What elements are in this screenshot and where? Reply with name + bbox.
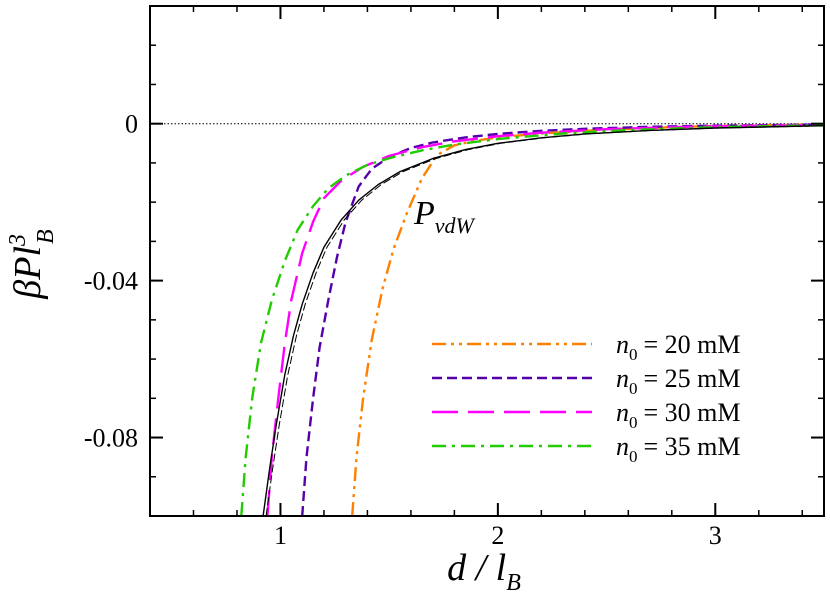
y-tick-label: 0 xyxy=(125,110,138,139)
series-line-pvdw-companion xyxy=(265,125,824,516)
x-tick-label: 2 xyxy=(491,521,504,550)
legend-label-4: n0 = 35 mM xyxy=(616,432,741,466)
y-tick-label: -0.04 xyxy=(84,267,138,296)
x-tick-label: 3 xyxy=(709,521,722,550)
tick-layer: 1 2 3 0 -0.04 -0.08 xyxy=(84,5,824,550)
series-line-4 xyxy=(240,124,824,516)
series-line-1 xyxy=(351,123,824,516)
legend-label-2: n0 = 25 mM xyxy=(616,364,741,398)
plot-frame xyxy=(149,5,825,517)
x-axis-title: d / lB xyxy=(447,547,521,596)
y-axis-title: βPl3B xyxy=(5,229,59,300)
legend-label-3: n0 = 30 mM xyxy=(616,398,741,432)
series-layer xyxy=(240,123,824,516)
y-tick-label: -0.08 xyxy=(84,424,138,453)
pvdw-annotation: PvdW xyxy=(413,195,476,238)
legend-label-1: n0 = 20 mM xyxy=(616,330,741,364)
x-tick-label: 1 xyxy=(274,521,287,550)
